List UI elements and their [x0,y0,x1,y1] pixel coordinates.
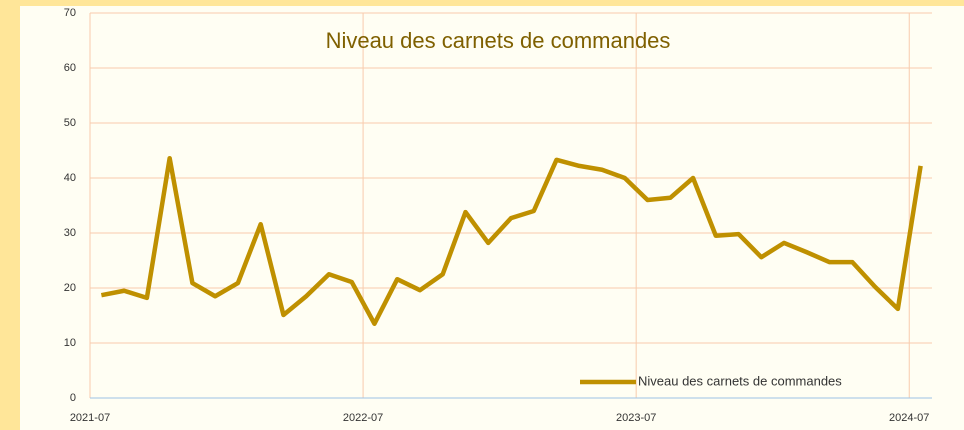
y-tick-label: 0 [70,392,76,404]
x-tick-label: 2021-07 [70,412,110,424]
x-tick-label: 2023-07 [616,412,656,424]
y-tick-label: 60 [64,62,76,74]
chart-area [20,6,964,430]
chart-title: Niveau des carnets de commandes [326,28,671,53]
y-tick-label: 50 [64,117,76,129]
x-tick-label: 2024-07 [889,412,929,424]
y-tick-label: 70 [64,7,76,19]
series-line [100,155,923,326]
y-tick-label: 20 [64,282,76,294]
y-tick-label: 30 [64,227,76,239]
legend-label: Niveau des carnets de commandes [638,373,842,388]
y-tick-label: 10 [64,337,76,349]
y-tick-label: 40 [64,172,76,184]
x-tick-label: 2022-07 [343,412,383,424]
